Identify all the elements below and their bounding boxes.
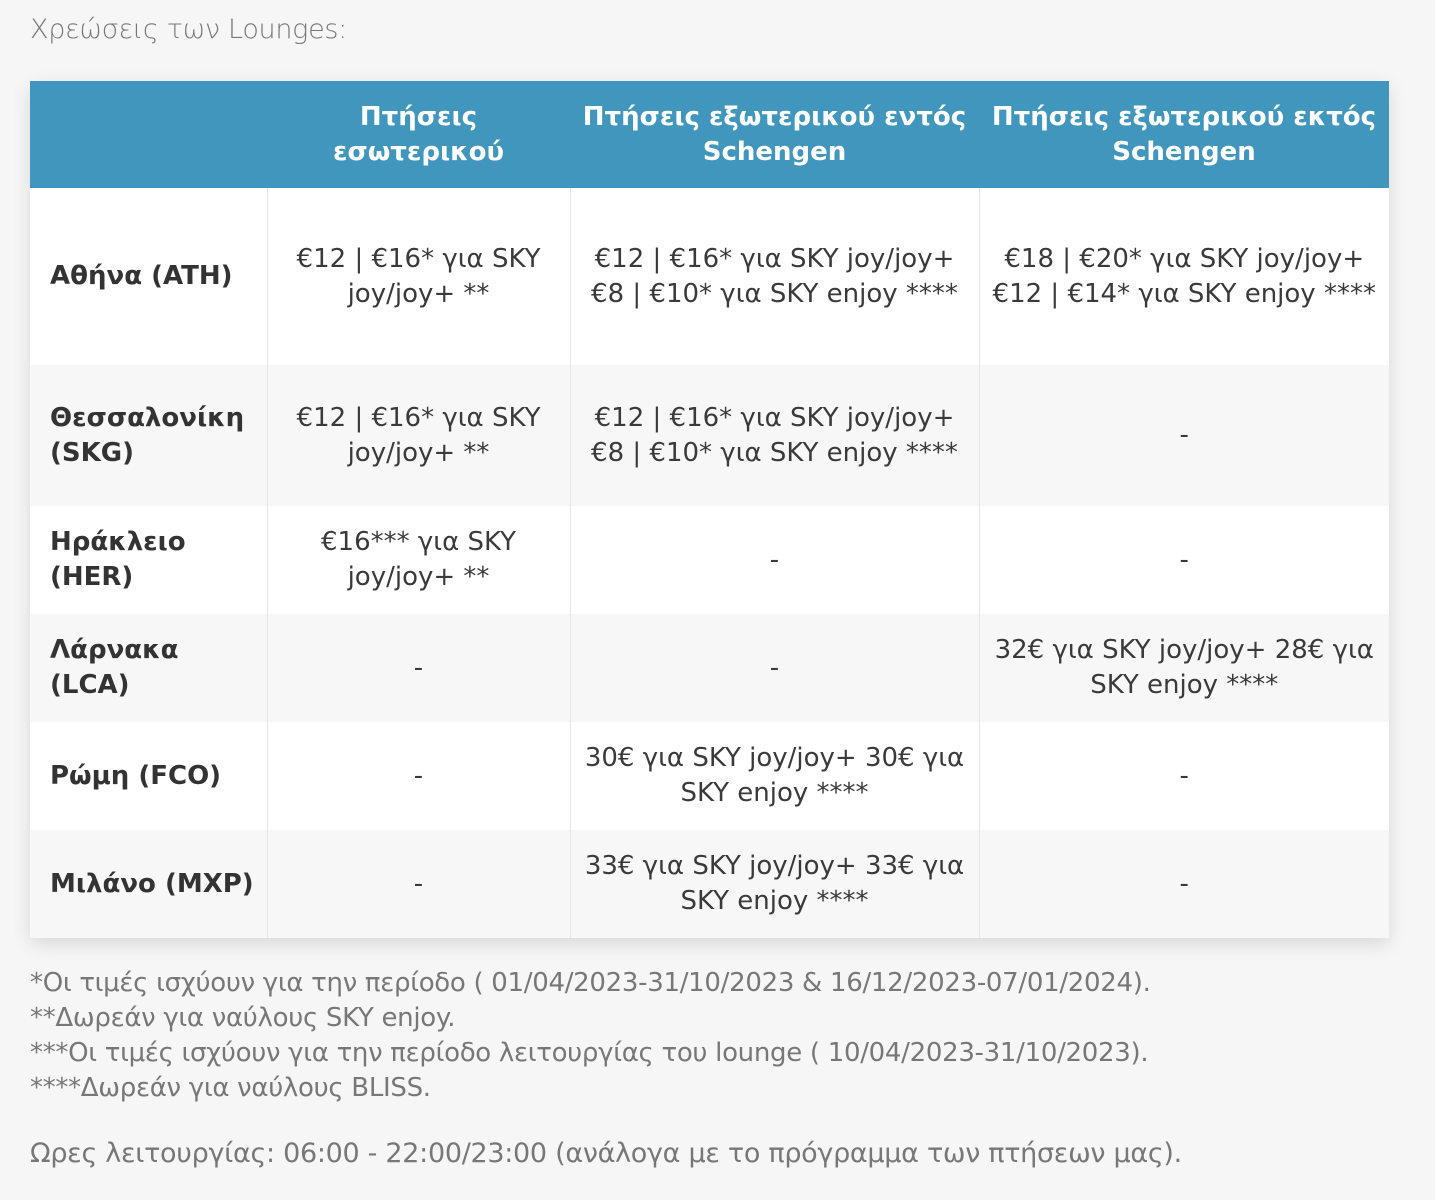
footnote: ***Οι τιμές ισχύουν για την περίοδο λειτ… <box>30 1038 1149 1068</box>
header-schengen: Πτήσεις εξωτερικού εντός Schengen <box>570 81 979 188</box>
fee-cell: - <box>266 614 570 722</box>
fee-cell: €12 | €16* για SKY joy/joy+ ** <box>266 188 570 365</box>
fee-cell: - <box>978 830 1389 938</box>
table-row: Ρώμη (FCO) - 30€ για SKY joy/joy+ 30€ γι… <box>30 722 1389 830</box>
fee-cell: 30€ για SKY joy/joy+ 30€ για SKY enjoy *… <box>569 722 979 830</box>
fee-cell: - <box>266 722 570 830</box>
fee-cell: 33€ για SKY joy/joy+ 33€ για SKY enjoy *… <box>569 830 979 938</box>
table-row: Αθήνα (ATH) €12 | €16* για SKY joy/joy+ … <box>30 188 1389 365</box>
fee-cell: - <box>569 506 979 614</box>
table-row: Ηράκλειο (HER) €16*** για SKY joy/joy+ *… <box>30 506 1389 614</box>
fee-cell: €12 | €16* για SKY joy/joy+ ** <box>266 365 570 506</box>
fee-cell: €18 | €20* για SKY joy/joy+ €12 | €14* γ… <box>978 188 1389 365</box>
fee-cell: - <box>978 722 1389 830</box>
fee-cell: €12 | €16* για SKY joy/joy+ €8 | €10* γι… <box>569 188 979 365</box>
airport-cell: Θεσσαλονίκη (SKG) <box>30 365 267 506</box>
airport-cell: Ηράκλειο (HER) <box>30 506 267 614</box>
table-row: Λάρνακα (LCA) - - 32€ για SKY joy/joy+ 2… <box>30 614 1389 722</box>
header-airport <box>30 81 267 188</box>
fee-cell: - <box>569 614 979 722</box>
fee-cell: - <box>266 830 570 938</box>
table-header-row: Πτήσεις εσωτερικού Πτήσεις εξωτερικού εν… <box>30 81 1389 188</box>
fee-cell: - <box>978 365 1389 506</box>
table-row: Μιλάνο (MXP) - 33€ για SKY joy/joy+ 33€ … <box>30 830 1389 938</box>
airport-cell: Αθήνα (ATH) <box>30 188 267 365</box>
fee-cell: €16*** για SKY joy/joy+ ** <box>266 506 570 614</box>
lounge-fees-table: Πτήσεις εσωτερικού Πτήσεις εξωτερικού εν… <box>30 81 1389 938</box>
footnotes: *Οι τιμές ισχύουν για την περίοδο ( 01/0… <box>30 966 1151 1106</box>
fee-cell: 32€ για SKY joy/joy+ 28€ για SKY enjoy *… <box>978 614 1389 722</box>
airport-cell: Μιλάνο (MXP) <box>30 830 267 938</box>
table-row: Θεσσαλονίκη (SKG) €12 | €16* για SKY joy… <box>30 365 1389 506</box>
header-non-schengen: Πτήσεις εξωτερικού εκτός Schengen <box>979 81 1389 188</box>
airport-cell: Ρώμη (FCO) <box>30 722 267 830</box>
opening-hours: Ωρες λειτουργίας: 06:00 - 22:00/23:00 (α… <box>30 1138 1182 1169</box>
fee-cell: - <box>978 506 1389 614</box>
footnote: **Δωρεάν για ναύλους SKY enjoy. <box>30 1003 456 1033</box>
airport-cell: Λάρνακα (LCA) <box>30 614 267 722</box>
footnote: ****Δωρεάν για ναύλους BLISS. <box>30 1073 431 1103</box>
header-domestic: Πτήσεις εσωτερικού <box>267 81 570 188</box>
fee-cell: €12 | €16* για SKY joy/joy+ €8 | €10* γι… <box>569 365 979 506</box>
intro-text: Χρεώσεις των Lounges: <box>30 14 347 45</box>
footnote: *Οι τιμές ισχύουν για την περίοδο ( 01/0… <box>30 968 1151 998</box>
